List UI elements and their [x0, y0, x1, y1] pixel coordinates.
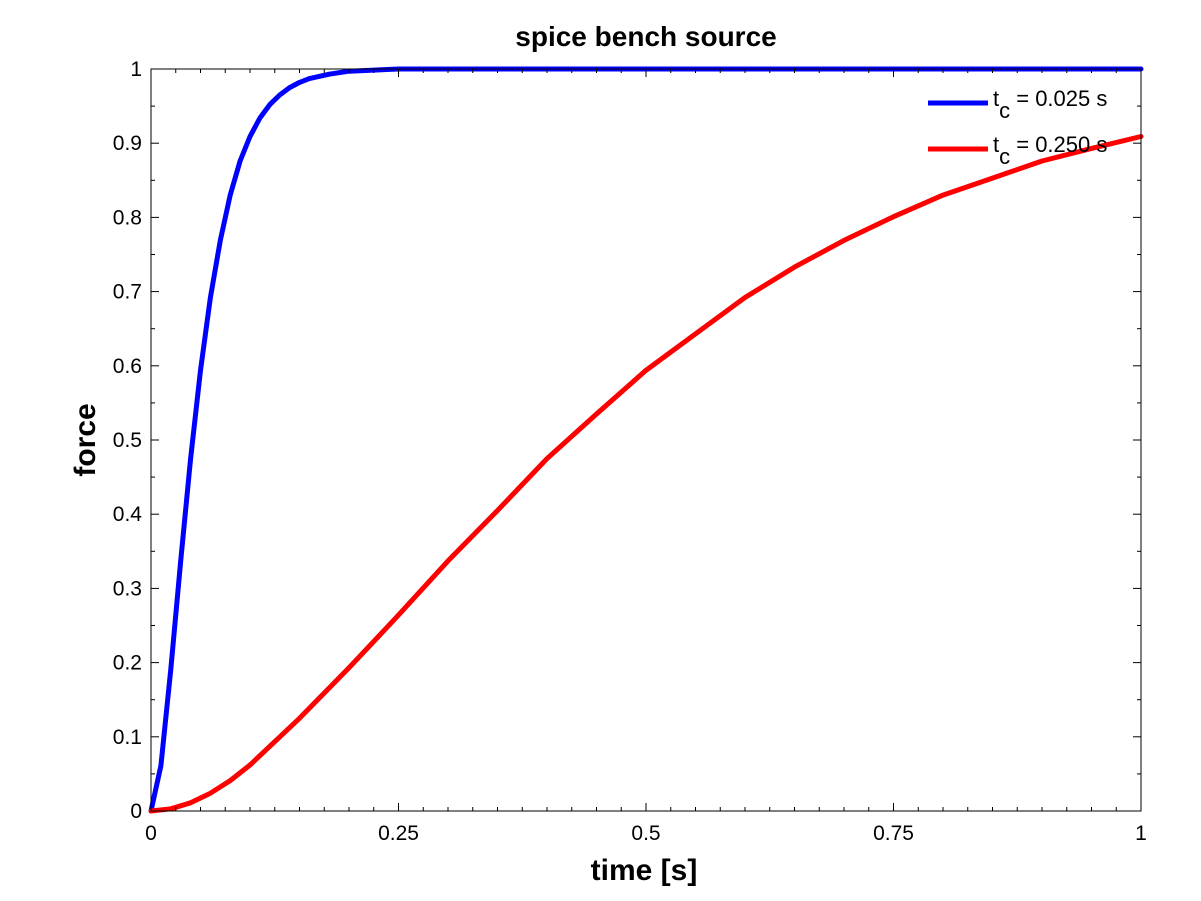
y-tick-label: 0.6 [113, 355, 142, 378]
chart-title: spice bench source [515, 21, 776, 52]
y-tick-label: 1 [130, 58, 142, 81]
x-tick-label: 1 [1135, 822, 1147, 845]
y-axis-label: force [69, 403, 102, 476]
y-tick-label: 0.4 [113, 503, 143, 526]
y-tick-label: 0.9 [113, 132, 142, 155]
x-tick-label: 0 [145, 822, 157, 845]
x-tick-label: 0.75 [873, 822, 914, 845]
y-tick-label: 0.3 [113, 577, 142, 600]
plot-area: 0 0.25 0.5 0.75 1 0 0.1 0.2 0.3 0.4 0.5 0.6 0.7 0.8 0.… [113, 58, 1147, 845]
legend-entry-1: tc = 0.025 s [993, 86, 1107, 123]
y-tick-label: 0.2 [113, 652, 142, 675]
y-tick-label: 0 [130, 800, 142, 823]
y-tick-label: 0.1 [113, 726, 142, 749]
legend-entry-2: tc = 0.250 s [993, 132, 1107, 169]
x-axis-label: time [s] [591, 854, 698, 887]
series-line-2 [148, 134, 1144, 814]
legend: tc = 0.025 s tc = 0.250 s [928, 86, 1107, 169]
y-tick-label: 0.5 [113, 429, 142, 452]
x-tick-label: 0.5 [631, 822, 660, 845]
x-tick-label: 0.25 [378, 822, 419, 845]
y-tick-label: 0.7 [113, 281, 142, 304]
y-tick-label: 0.8 [113, 206, 142, 229]
